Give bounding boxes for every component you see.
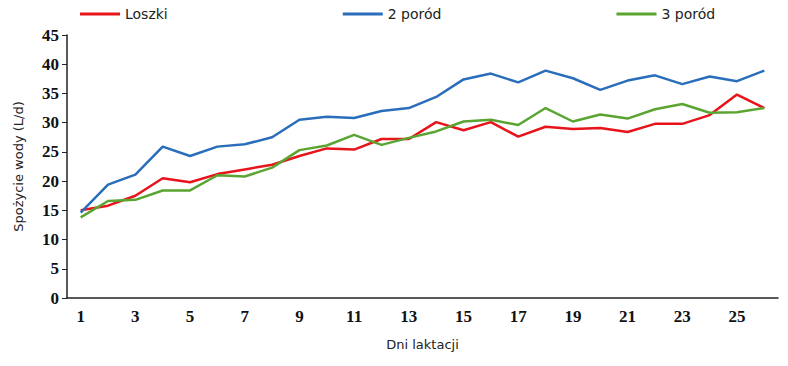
svg-text:45: 45	[42, 26, 59, 45]
svg-text:23: 23	[674, 307, 691, 326]
svg-text:35: 35	[42, 84, 59, 103]
svg-text:9: 9	[295, 307, 304, 326]
svg-text:0: 0	[51, 289, 60, 308]
svg-text:15: 15	[455, 307, 472, 326]
svg-text:25: 25	[728, 307, 745, 326]
svg-text:7: 7	[241, 307, 250, 326]
svg-text:11: 11	[346, 307, 362, 326]
svg-text:2 poród: 2 poród	[388, 6, 442, 22]
svg-text:3 poród: 3 poród	[661, 6, 715, 22]
svg-text:40: 40	[42, 55, 59, 74]
svg-text:20: 20	[42, 172, 59, 191]
svg-text:Spożycie wody (L/d): Spożycie wody (L/d)	[11, 101, 26, 232]
svg-text:10: 10	[42, 230, 59, 249]
svg-text:1: 1	[76, 307, 85, 326]
svg-text:Dni laktacji: Dni laktacji	[386, 337, 459, 352]
svg-text:25: 25	[42, 142, 59, 161]
svg-text:3: 3	[131, 307, 140, 326]
svg-text:13: 13	[400, 307, 417, 326]
svg-text:19: 19	[564, 307, 581, 326]
svg-text:21: 21	[619, 307, 636, 326]
svg-text:17: 17	[510, 307, 528, 326]
svg-text:30: 30	[42, 113, 59, 132]
svg-text:15: 15	[42, 201, 59, 220]
svg-text:Loszki: Loszki	[125, 6, 168, 22]
svg-text:5: 5	[186, 307, 195, 326]
svg-text:5: 5	[51, 259, 60, 278]
